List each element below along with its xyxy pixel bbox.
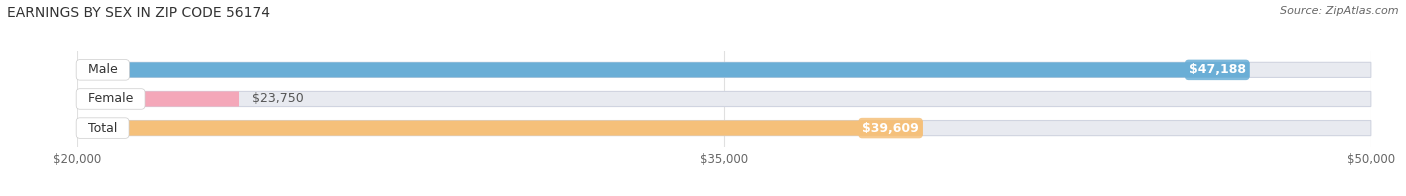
FancyBboxPatch shape xyxy=(77,121,1371,136)
Text: EARNINGS BY SEX IN ZIP CODE 56174: EARNINGS BY SEX IN ZIP CODE 56174 xyxy=(7,6,270,20)
Text: Source: ZipAtlas.com: Source: ZipAtlas.com xyxy=(1281,6,1399,16)
Text: Male: Male xyxy=(80,63,125,76)
Text: Total: Total xyxy=(80,122,125,135)
FancyBboxPatch shape xyxy=(77,121,922,136)
Text: $23,750: $23,750 xyxy=(252,93,304,105)
Text: Female: Female xyxy=(80,93,141,105)
FancyBboxPatch shape xyxy=(77,91,239,107)
FancyBboxPatch shape xyxy=(77,62,1250,77)
FancyBboxPatch shape xyxy=(77,62,1371,77)
Text: $47,188: $47,188 xyxy=(1188,63,1246,76)
FancyBboxPatch shape xyxy=(77,91,1371,107)
Text: $39,609: $39,609 xyxy=(862,122,920,135)
